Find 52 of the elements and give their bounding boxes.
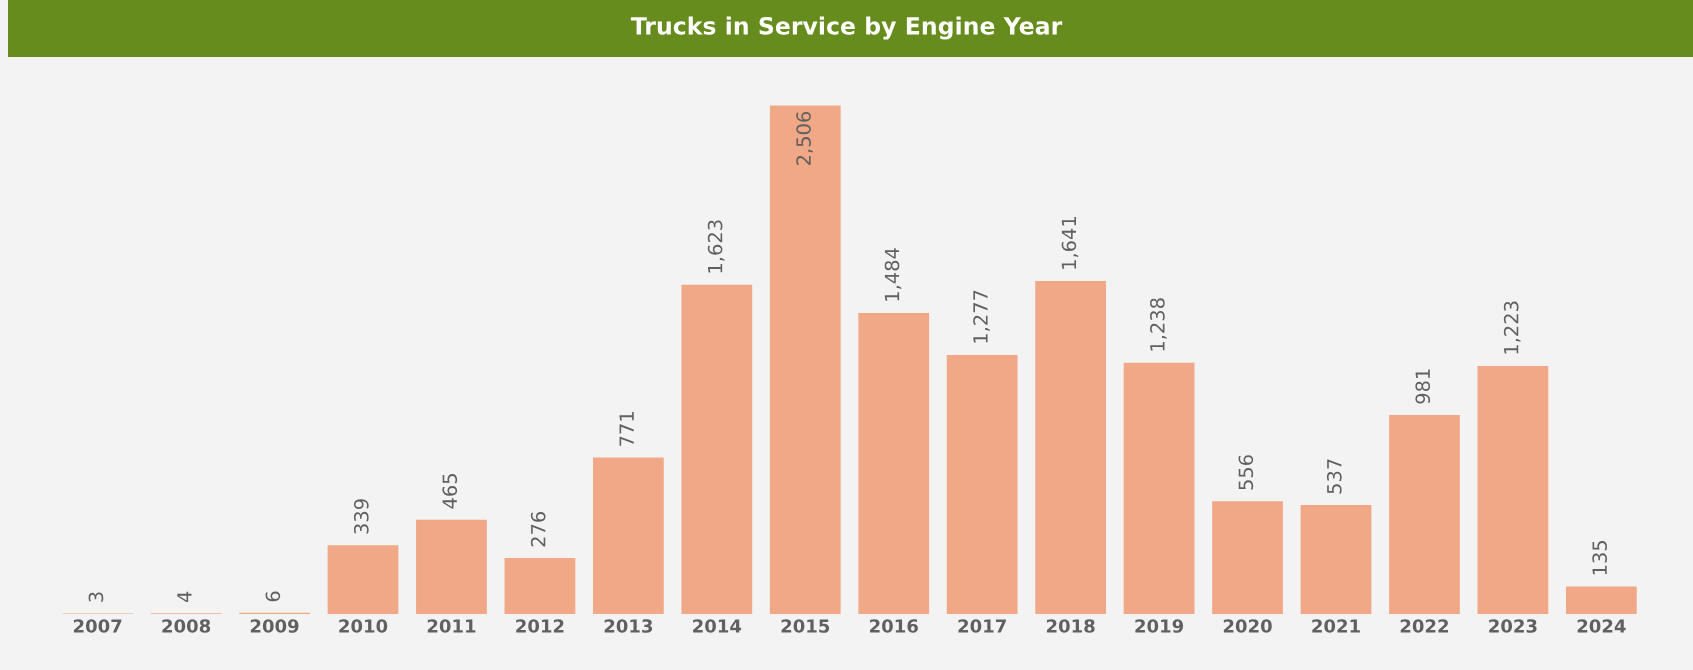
bar (681, 284, 753, 614)
bar (1212, 501, 1283, 614)
data-label: 771 (619, 412, 634, 446)
data-label: 465 (442, 474, 458, 509)
bar (1035, 281, 1107, 614)
x-tick-label: 2009 (250, 619, 299, 633)
x-tick-label: 2023 (1489, 619, 1537, 633)
x-tick-label: 2024 (1577, 619, 1626, 633)
chart-title: Trucks in Service by Engine Year (630, 16, 1063, 40)
bar (1389, 414, 1460, 614)
x-tick-label: 2019 (1135, 619, 1184, 633)
bar (858, 312, 930, 614)
data-label: 1,238 (1150, 298, 1167, 351)
bar (769, 105, 841, 614)
x-tick-label: 2016 (870, 619, 918, 633)
data-label: 1,484 (884, 248, 902, 301)
x-tick-label: 2017 (958, 619, 1006, 633)
data-label: 4 (177, 591, 192, 603)
x-tick-label: 2021 (1312, 619, 1360, 633)
bar (1477, 365, 1549, 614)
bar (416, 519, 487, 614)
data-label: 3 (88, 592, 104, 602)
bar (327, 545, 399, 614)
data-label: 556 (1238, 455, 1254, 490)
data-label: 1,223 (1503, 301, 1521, 354)
x-tick-label: 2022 (1400, 619, 1448, 633)
x-tick-label: 2007 (73, 619, 122, 633)
x-tick-label: 2008 (162, 619, 211, 633)
data-label: 1,623 (707, 220, 725, 273)
x-tick-label: 2020 (1223, 619, 1272, 633)
bar (1565, 586, 1637, 614)
x-tick-label: 2010 (339, 619, 388, 633)
x-tick-label: 2015 (781, 619, 830, 633)
x-tick-label: 2018 (1046, 619, 1095, 633)
data-label: 276 (530, 511, 546, 547)
x-tick-label: 2013 (604, 619, 653, 633)
bar (592, 457, 664, 614)
bar (1123, 362, 1195, 614)
bar (946, 354, 1018, 614)
bar (504, 558, 576, 614)
data-label: 1,641 (1061, 217, 1079, 269)
x-tick-label: 2011 (427, 619, 476, 633)
x-tick-label: 2014 (693, 619, 742, 633)
data-label: 135 (1592, 541, 1607, 575)
data-label: 2,506 (796, 111, 813, 165)
bar (1300, 505, 1372, 614)
data-label: 6 (265, 591, 281, 602)
data-label: 1,277 (973, 290, 990, 343)
data-label: 537 (1326, 459, 1342, 494)
data-label: 981 (1415, 369, 1431, 404)
data-label: 339 (353, 499, 369, 534)
x-tick-label: 2012 (516, 619, 564, 633)
